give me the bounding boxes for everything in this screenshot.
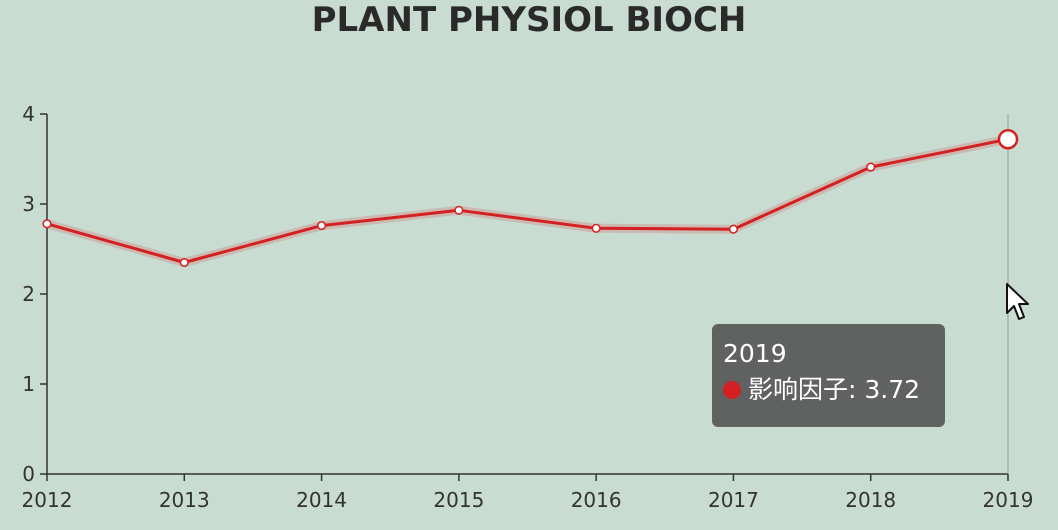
- data-tooltip: 2019 影响因子: 3.72: [712, 324, 945, 427]
- series-group: [42, 128, 1019, 268]
- series-line-glow: [42, 134, 1013, 267]
- tooltip-row: 影响因子: 3.72: [723, 374, 933, 406]
- y-tick-label: 3: [22, 192, 35, 216]
- x-tick-label: 2016: [571, 488, 622, 512]
- x-tick-label: 2015: [433, 488, 484, 512]
- data-point: [454, 205, 464, 215]
- data-point: [591, 223, 601, 233]
- y-axis-ticks: 0 1 2 3 4: [22, 102, 47, 486]
- x-tick-label: 2012: [22, 488, 73, 512]
- y-tick-label: 4: [22, 102, 35, 126]
- x-tick-label: 2017: [708, 488, 759, 512]
- x-tick-label: 2014: [296, 488, 347, 512]
- x-tick-label: 2019: [983, 488, 1034, 512]
- x-tick-label: 2013: [159, 488, 210, 512]
- y-tick-label: 1: [22, 372, 35, 396]
- tooltip-label: 影响因子: 3.72: [748, 375, 921, 404]
- series-line: [45, 137, 1010, 264]
- y-tick-label: 0: [22, 462, 35, 486]
- chart-title: PLANT PHYSIOL BIOCH: [312, 0, 747, 40]
- data-point: [866, 162, 876, 172]
- tooltip-series-dot: [723, 381, 741, 399]
- x-axis-ticks: 2012 2013 2014 2015 2016 2017 2018 2019: [22, 474, 1034, 512]
- x-tick-label: 2018: [845, 488, 896, 512]
- data-point: [728, 224, 738, 234]
- data-point: [317, 221, 327, 231]
- data-point: [179, 257, 189, 268]
- tooltip-title: 2019: [723, 339, 787, 368]
- data-point-highlighted: [997, 128, 1019, 150]
- y-tick-label: 2: [22, 282, 35, 306]
- mouse-pointer-icon: [1006, 283, 1029, 320]
- data-point: [42, 219, 52, 229]
